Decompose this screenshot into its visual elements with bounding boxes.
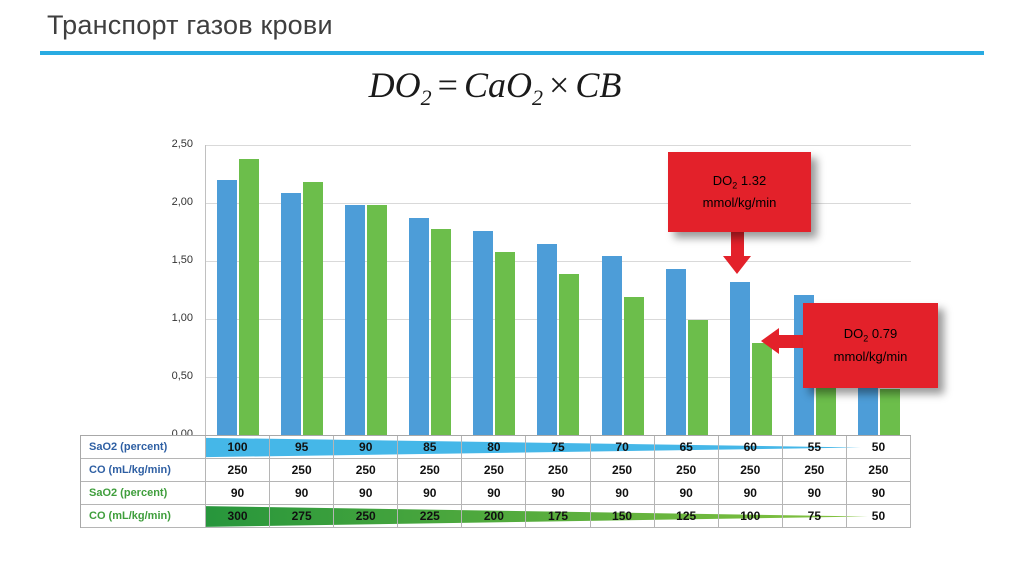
bar-blue-70 [601,256,622,435]
bar-blue-80 [473,230,494,435]
table-cell: 90 [718,482,783,505]
down-arrow-icon [731,230,744,258]
gridline [206,377,911,378]
y-axis-tick-label: 2,00 [171,196,193,208]
table-cell: 90 [270,482,335,505]
table-row-label: SaO2 (percent) [81,436,206,459]
table-cell: 250 [590,459,655,482]
table-cell: 250 [334,505,399,528]
table-cell: 50 [846,505,911,528]
y-axis-tick-label: 0,50 [171,370,193,382]
table-cell: 55 [782,436,847,459]
table-cell: 85 [398,436,463,459]
table-cell: 70 [590,436,655,459]
table-cell: 90 [334,436,399,459]
table-cell: 250 [398,459,463,482]
bar-green-60 [751,343,772,435]
callout-unit-line: mmol/kg/min [702,195,777,211]
formula-lhs: DO [368,65,421,105]
table-cell: 125 [654,505,719,528]
bar-blue-100 [217,179,237,435]
callout-do2-132: DO2 1.32 mmol/kg/min [668,152,811,232]
table-cell: 90 [782,482,847,505]
table-cell: 250 [846,459,911,482]
formula-rhs: CaO [463,65,532,105]
bar-blue-90 [345,205,366,435]
table-cell: 200 [462,505,527,528]
callout-unit-line: mmol/kg/min [833,348,908,364]
table-cell: 175 [526,505,591,528]
table-cell: 250 [462,459,527,482]
y-axis-tick-label: 1,00 [171,312,193,324]
gridline [206,203,911,204]
bar-green-100 [239,158,259,435]
table-cell: 90 [206,482,271,505]
bar-green-65 [687,320,708,435]
table-cell: 250 [526,459,591,482]
bar-blue-95 [281,192,302,435]
table-cell: 90 [654,482,719,505]
callout-value-line: DO2 0.79 [843,326,898,344]
table-cell: 90 [590,482,655,505]
bar-green-80 [495,251,516,435]
bar-green-95 [303,182,324,435]
table-cell: 150 [590,505,655,528]
table-cell: 250 [270,459,335,482]
table-cell: 225 [398,505,463,528]
formula: DO2 = CaO2 × CB [0,64,990,111]
table-cell: 60 [718,436,783,459]
table-cell: 250 [718,459,783,482]
table-cell: 100 [206,436,271,459]
bar-chart-plot [205,145,911,435]
bar-green-70 [623,297,644,435]
table-cell: 275 [270,505,335,528]
gridline [206,261,911,262]
callout-do2-079: DO2 0.79 mmol/kg/min [803,303,938,388]
table-row-label: CO (mL/kg/min) [81,505,206,528]
table-cell: 90 [462,482,527,505]
table-cell: 90 [846,482,911,505]
gridline [206,145,911,146]
table-row-label: CO (mL/kg/min) [81,459,206,482]
title-underline [40,51,984,55]
formula-lhs-sub: 2 [420,85,432,111]
parameters-table: SaO2 (percent) 100 95 90 85 80 75 70 65 60 55 50 CO … [80,435,911,528]
page-title: Транспорт газов крови [47,10,333,40]
equals-sign: = [437,65,458,105]
formula-factor: CB [575,65,622,105]
table-cell: 75 [526,436,591,459]
callout-value-line: DO2 1.32 [712,172,767,191]
y-axis-tick-label: 2,50 [171,138,193,150]
times-sign: × [549,65,570,105]
bar-green-75 [559,273,580,435]
table-cell: 75 [782,505,847,528]
table-cell: 250 [334,459,399,482]
formula-rhs-sub: 2 [532,85,543,111]
y-axis-tick-label: 1,50 [171,254,193,266]
table-cell: 300 [206,505,271,528]
bar-blue-60 [729,281,750,435]
table-cell: 100 [718,505,783,528]
table-cell: 90 [398,482,463,505]
down-arrow-head-icon [723,256,751,274]
table-cell: 80 [462,436,527,459]
table-cell: 90 [334,482,399,505]
table-row-label: SaO2 (percent) [81,482,206,505]
bar-blue-85 [409,218,430,435]
bar-green-50 [879,388,900,435]
table-cell: 90 [526,482,591,505]
bar-blue-75 [537,243,558,435]
bar-green-90 [367,205,388,435]
table-cell: 250 [206,459,271,482]
bar-green-85 [431,228,452,435]
table-cell: 65 [654,436,719,459]
table-cell: 95 [270,436,335,459]
gridline [206,319,911,320]
table-cell: 50 [846,436,911,459]
table-cell: 250 [654,459,719,482]
left-arrow-icon [779,335,805,348]
bar-blue-65 [665,269,686,435]
table-cell: 250 [782,459,847,482]
left-arrow-head-icon [761,328,779,354]
